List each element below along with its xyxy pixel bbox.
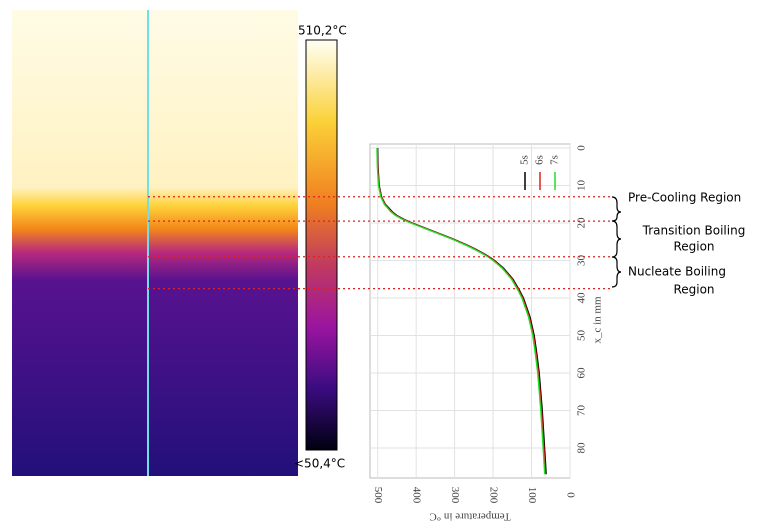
region-label: Nucleate Boiling: [628, 265, 726, 279]
legend-label: 7s: [549, 155, 561, 165]
legend-label: 5s: [519, 155, 531, 165]
region-label: Region: [673, 283, 714, 297]
colorbar-min: <50,4°C: [294, 457, 345, 471]
x-tick-label: 10: [576, 180, 588, 192]
colorbar-max: 510,2°C: [298, 24, 347, 38]
region-label: Pre-Cooling Region: [628, 191, 741, 205]
x-tick-label: 80: [576, 442, 588, 454]
y-axis-label: Temperature in °C: [429, 510, 510, 522]
x-tick-label: 50: [576, 330, 588, 342]
region-label: Region: [673, 240, 714, 254]
legend-label: 6s: [534, 155, 546, 165]
figure: 510,2°C <50,4°C 0 10 20 30 40 50 60 70 80 0 100 200…: [0, 0, 783, 526]
thermal-image: [12, 10, 298, 476]
page: {"thermal_image":{"colorbar_max":"510,2°…: [0, 0, 783, 526]
y-tick-label: 100: [526, 487, 538, 504]
body: 510,2°C <50,4°C 0 10 20 30 40 50 60 70 80 0 100 200…: [0, 0, 783, 526]
y-tick-label: 200: [488, 487, 500, 504]
y-tick-label: 500: [372, 487, 384, 504]
x-tick-label: 30: [576, 255, 588, 267]
y-tick-label: 0: [564, 492, 576, 498]
x-tick-label: 0: [576, 145, 588, 151]
x-tick-label: 70: [576, 405, 588, 417]
colorbar: [306, 40, 337, 450]
y-tick-label: 300: [449, 487, 461, 504]
x-tick-label: 40: [576, 292, 588, 304]
x-tick-label: 20: [576, 217, 588, 229]
plot-area: [370, 144, 570, 478]
region-braces: [612, 197, 621, 287]
x-axis-label: x_c in mm: [592, 296, 604, 343]
region-label: Transition Boiling: [642, 224, 746, 238]
x-tick-label: 60: [576, 367, 588, 379]
y-tick-label: 400: [411, 487, 423, 504]
